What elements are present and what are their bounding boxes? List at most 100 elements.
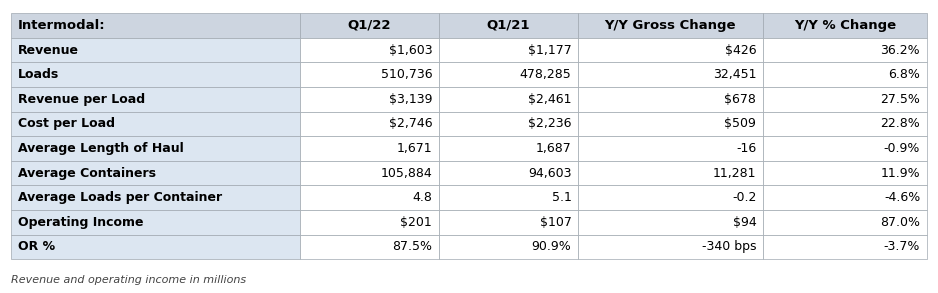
Bar [299,38,439,62]
Bar [299,136,439,161]
Bar [439,112,578,136]
Text: 87.0%: 87.0% [880,216,920,229]
Text: -0.2: -0.2 [732,191,756,204]
Text: $201: $201 [401,216,432,229]
Bar [11,136,299,161]
Bar [763,13,927,38]
Text: 510,736: 510,736 [381,68,432,81]
Bar [299,185,439,210]
Text: $107: $107 [539,216,571,229]
Text: 27.5%: 27.5% [880,93,920,106]
Bar [439,62,578,87]
Text: Cost per Load: Cost per Load [18,117,114,130]
Text: -16: -16 [736,142,756,155]
Text: 32,451: 32,451 [713,68,756,81]
Text: OR %: OR % [18,241,55,253]
Text: $3,139: $3,139 [388,93,432,106]
Text: 1,671: 1,671 [397,142,432,155]
Text: $2,236: $2,236 [528,117,571,130]
Bar [578,87,763,112]
Bar [763,235,927,259]
Text: Revenue and operating income in millions: Revenue and operating income in millions [11,275,247,285]
Bar [299,13,439,38]
Bar [763,62,927,87]
Text: $509: $509 [724,117,756,130]
Text: Loads: Loads [18,68,59,81]
Text: Operating Income: Operating Income [18,216,144,229]
Bar [578,235,763,259]
Text: $1,177: $1,177 [528,44,571,57]
Bar [11,87,299,112]
Text: -0.9%: -0.9% [884,142,920,155]
Bar [578,185,763,210]
Bar [299,62,439,87]
Bar [763,87,927,112]
Text: Q1/21: Q1/21 [487,19,530,32]
Bar [763,136,927,161]
Text: $2,461: $2,461 [528,93,571,106]
Text: Y/Y Gross Change: Y/Y Gross Change [605,19,736,32]
Bar [763,161,927,185]
Bar [763,38,927,62]
Bar [763,185,927,210]
Text: $2,746: $2,746 [388,117,432,130]
Text: 11.9%: 11.9% [881,167,920,180]
Bar [11,62,299,87]
Text: Average Containers: Average Containers [18,167,156,180]
Bar [439,235,578,259]
Bar [299,210,439,235]
Text: 105,884: 105,884 [381,167,432,180]
Bar [578,38,763,62]
Text: Q1/22: Q1/22 [347,19,391,32]
Bar [578,112,763,136]
Text: Revenue per Load: Revenue per Load [18,93,145,106]
Bar [439,136,578,161]
Bar [11,235,299,259]
Bar [763,210,927,235]
Bar [11,112,299,136]
Bar [439,13,578,38]
Text: -3.7%: -3.7% [884,241,920,253]
Bar [11,38,299,62]
Text: 478,285: 478,285 [520,68,571,81]
Bar [578,136,763,161]
Bar [11,161,299,185]
Bar [299,235,439,259]
Text: 6.8%: 6.8% [888,68,920,81]
Text: $678: $678 [724,93,756,106]
Text: 90.9%: 90.9% [532,241,571,253]
Bar [578,62,763,87]
Text: 11,281: 11,281 [713,167,756,180]
Bar [299,112,439,136]
Text: -340 bps: -340 bps [702,241,756,253]
Text: 36.2%: 36.2% [881,44,920,57]
Bar [11,13,299,38]
Bar [578,210,763,235]
Bar [439,185,578,210]
Bar [11,210,299,235]
Bar [763,112,927,136]
Bar [439,87,578,112]
Text: 4.8: 4.8 [413,191,432,204]
Bar [299,161,439,185]
Bar [299,87,439,112]
Text: Revenue: Revenue [18,44,79,57]
Bar [439,38,578,62]
Text: Intermodal:: Intermodal: [18,19,105,32]
Text: $94: $94 [733,216,756,229]
Text: -4.6%: -4.6% [884,191,920,204]
Text: $1,603: $1,603 [388,44,432,57]
Bar [11,185,299,210]
Text: $426: $426 [725,44,756,57]
Text: 1,687: 1,687 [536,142,571,155]
Bar [578,13,763,38]
Bar [578,161,763,185]
Text: Average Length of Haul: Average Length of Haul [18,142,184,155]
Text: 87.5%: 87.5% [392,241,432,253]
Bar [439,210,578,235]
Text: 22.8%: 22.8% [881,117,920,130]
Text: 94,603: 94,603 [528,167,571,180]
Bar [439,161,578,185]
Text: Y/Y % Change: Y/Y % Change [794,19,896,32]
Text: 5.1: 5.1 [552,191,571,204]
